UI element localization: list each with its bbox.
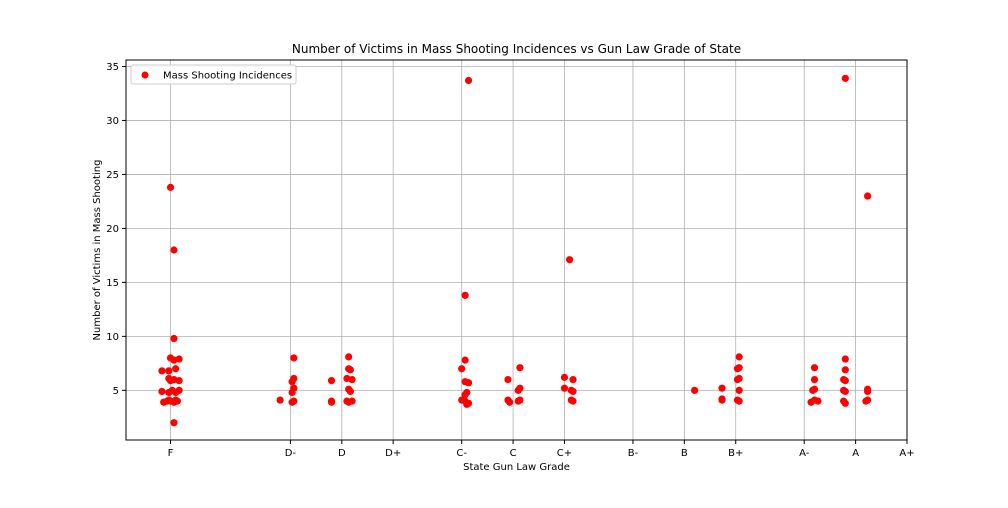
data-point — [348, 375, 356, 384]
data-point — [841, 355, 849, 363]
y-tick-label: 35 — [106, 62, 119, 73]
data-point — [165, 367, 173, 375]
data-point — [841, 387, 849, 396]
data-point — [569, 387, 577, 396]
y-tick-label: 20 — [106, 224, 119, 235]
data-point — [170, 246, 178, 254]
data-point — [345, 398, 353, 406]
data-point — [170, 419, 178, 427]
data-point — [346, 387, 354, 396]
data-point — [809, 386, 817, 394]
data-point — [175, 377, 183, 385]
data-point — [691, 386, 699, 394]
data-point — [718, 396, 726, 404]
data-point — [288, 398, 296, 406]
data-point — [841, 366, 849, 374]
data-point — [841, 377, 849, 385]
data-point — [172, 365, 180, 373]
data-point — [165, 396, 173, 404]
data-point — [735, 397, 743, 405]
data-point — [864, 387, 872, 396]
data-point — [345, 353, 353, 361]
legend-box — [130, 64, 297, 85]
y-axis-label: Number of Victims in Mass Shooting — [92, 160, 103, 341]
data-point — [288, 378, 296, 386]
data-point — [165, 374, 173, 383]
data-point — [506, 398, 514, 406]
data-point — [327, 398, 336, 406]
y-tick-label: 30 — [106, 116, 119, 127]
data-point — [841, 74, 849, 82]
data-point — [810, 375, 819, 384]
data-point — [735, 386, 743, 394]
data-point — [864, 192, 872, 200]
data-point — [172, 396, 180, 404]
data-point — [841, 399, 849, 407]
x-tick-label: A+ — [899, 448, 914, 459]
axes-frame — [125, 59, 908, 441]
data-point — [158, 367, 166, 375]
data-point — [718, 384, 726, 392]
data-points — [158, 74, 872, 427]
x-tick-label: D+ — [385, 448, 401, 459]
data-point — [346, 366, 354, 374]
data-point — [560, 384, 569, 392]
legend-label: Mass Shooting Incidences — [163, 71, 292, 82]
data-point — [276, 396, 284, 404]
x-tick-label: C+ — [557, 448, 572, 459]
chart-title: Number of Victims in Mass Shooting Incid… — [292, 42, 741, 56]
x-axis-label: State Gun Law Grade — [463, 462, 570, 473]
data-point — [565, 256, 574, 264]
axis-ticks: F D- D D+ C- C C+ B- B B+ A- A A+ 5 10 15 20 25 30 35 — [106, 62, 914, 459]
data-point — [810, 364, 819, 372]
data-point — [516, 364, 524, 372]
x-tick-label: D — [338, 448, 346, 459]
data-point — [569, 397, 577, 405]
data-point — [166, 183, 175, 191]
data-point — [814, 397, 822, 405]
data-point — [461, 391, 469, 399]
data-point — [733, 375, 742, 384]
data-point — [288, 388, 296, 397]
data-point — [290, 354, 298, 362]
data-point — [464, 379, 473, 387]
data-point — [464, 76, 473, 85]
data-point — [327, 377, 336, 385]
data-point — [807, 398, 815, 406]
x-tick-label: C — [510, 448, 517, 459]
data-point — [170, 334, 178, 343]
y-tick-label: 25 — [106, 170, 119, 181]
data-point — [461, 291, 469, 299]
data-point — [733, 365, 742, 373]
legend: Mass Shooting Incidences — [130, 64, 297, 85]
x-tick-label: D- — [285, 448, 297, 459]
data-point — [514, 397, 522, 405]
data-point — [560, 373, 569, 381]
x-tick-label: B- — [628, 448, 639, 459]
data-point — [735, 353, 743, 361]
data-point — [461, 356, 469, 364]
x-tick-label: A — [852, 448, 859, 459]
data-point — [463, 400, 471, 408]
y-tick-label: 10 — [106, 332, 119, 343]
data-point — [175, 386, 183, 394]
data-point — [458, 365, 466, 373]
x-tick-label: B — [681, 448, 688, 459]
legend-marker — [141, 71, 149, 79]
data-point — [862, 397, 870, 405]
x-tick-label: B+ — [728, 448, 743, 459]
x-tick-label: F — [168, 448, 174, 459]
data-point — [569, 375, 577, 384]
x-tick-label: A- — [799, 448, 810, 459]
data-point — [514, 386, 522, 394]
x-tick-label: C- — [456, 448, 467, 459]
data-point — [175, 355, 183, 363]
data-point — [158, 387, 166, 396]
y-tick-label: 15 — [106, 278, 119, 289]
y-tick-label: 5 — [113, 386, 119, 397]
data-point — [504, 375, 512, 384]
